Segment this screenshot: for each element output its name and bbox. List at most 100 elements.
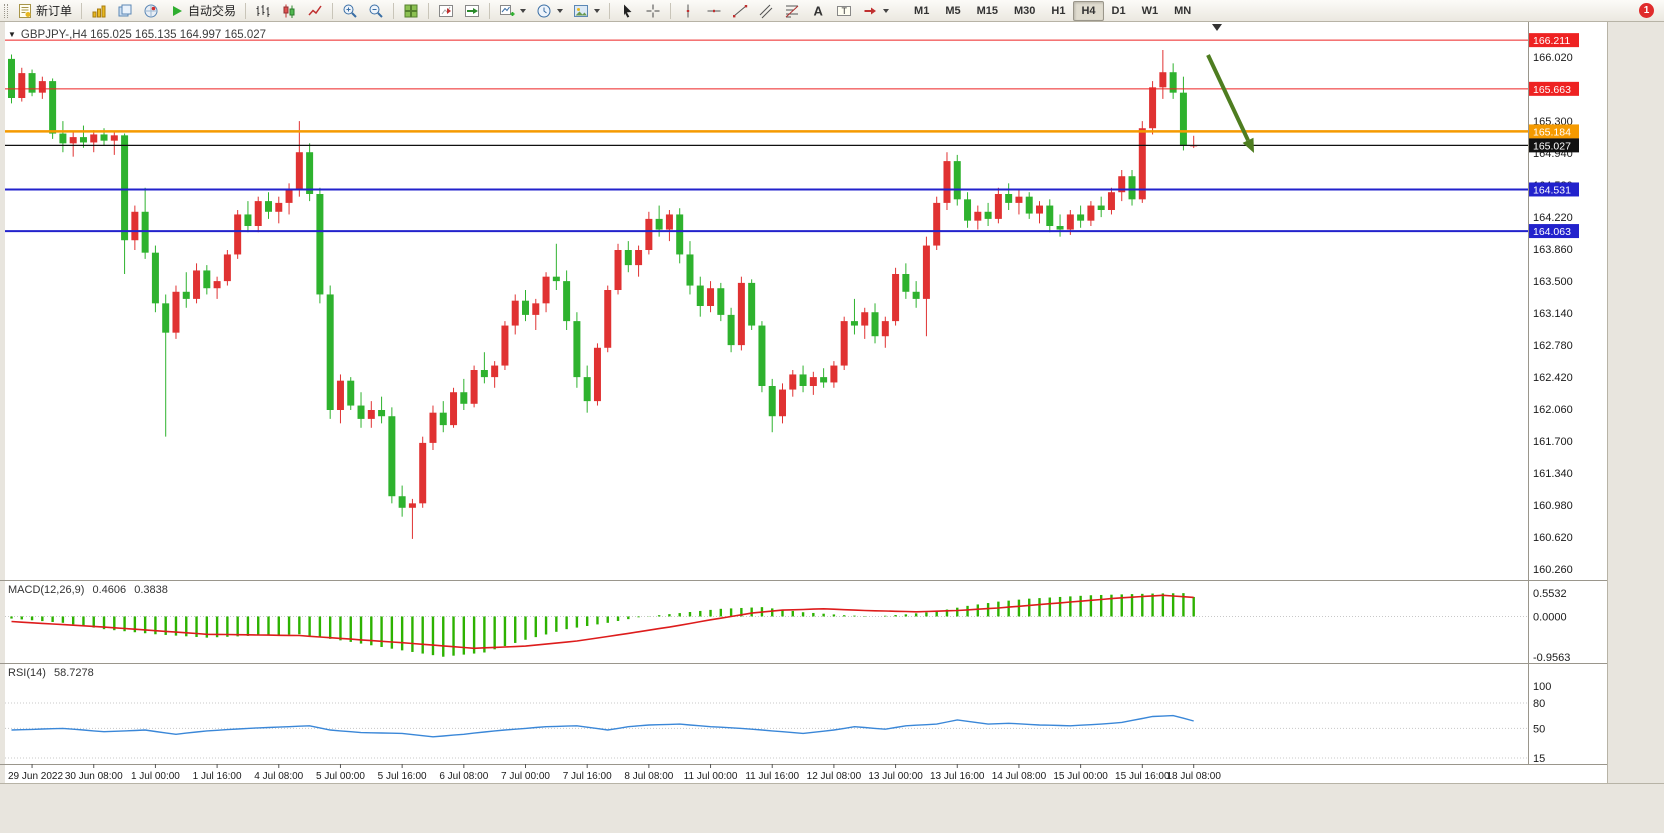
svg-text:13 Jul 00:00: 13 Jul 00:00 — [868, 771, 923, 782]
periods-clock-icon — [537, 4, 551, 17]
svg-text:7 Jul 00:00: 7 Jul 00:00 — [501, 771, 550, 782]
auto-scroll-button[interactable] — [460, 1, 484, 21]
timeframe-h4-button[interactable]: H4 — [1073, 0, 1104, 21]
periods-button[interactable] — [532, 1, 567, 21]
svg-text:163.140: 163.140 — [1533, 308, 1573, 320]
price-tag[interactable] — [1529, 124, 1579, 139]
horizontal-line-tool-button[interactable] — [702, 1, 726, 21]
svg-text:13 Jul 16:00: 13 Jul 16:00 — [930, 771, 985, 782]
toolbar-separator — [670, 2, 672, 19]
equidistant-channel-icon — [759, 4, 773, 18]
timeframe-m15-button[interactable]: M15 — [976, 4, 998, 17]
panel-frames — [0, 22, 1608, 783]
svg-text:162.060: 162.060 — [1533, 404, 1573, 416]
window-bottom-strip — [0, 783, 1664, 833]
svg-text:100: 100 — [1533, 681, 1551, 693]
navigator-button[interactable] — [139, 1, 163, 21]
price-tag[interactable] — [1529, 33, 1579, 48]
zoom-out-icon — [369, 4, 383, 18]
toolbar-grip[interactable] — [4, 3, 8, 18]
new-order-button[interactable]: 新订单 — [13, 1, 76, 21]
candles-layer — [8, 50, 1198, 539]
svg-text:0.0000: 0.0000 — [1533, 611, 1567, 623]
timeframe-m1-button[interactable]: M1 — [914, 4, 930, 17]
timeframe-h1-button[interactable]: H1 — [1051, 4, 1066, 17]
svg-text:0.5532: 0.5532 — [1533, 588, 1567, 600]
svg-text:6 Jul 08:00: 6 Jul 08:00 — [439, 771, 488, 782]
svg-text:80: 80 — [1533, 698, 1545, 710]
notification-badge[interactable]: 1 — [1639, 3, 1654, 18]
cursor-button[interactable] — [615, 1, 639, 21]
trend-arrow-annotation[interactable] — [1206, 54, 1254, 153]
text-label-tool-button[interactable]: T — [832, 1, 856, 21]
svg-text:15: 15 — [1533, 753, 1545, 765]
svg-text:163.500: 163.500 — [1533, 276, 1573, 288]
svg-text:160.260: 160.260 — [1533, 564, 1573, 576]
price-tag[interactable] — [1529, 138, 1579, 153]
toolbar-separator — [81, 2, 83, 19]
data-window-button[interactable] — [113, 1, 137, 21]
toolbar-separator — [245, 2, 247, 19]
candlestick-chart-button[interactable] — [277, 1, 301, 21]
toolbar-separator — [428, 2, 430, 19]
navigator-icon — [144, 4, 158, 17]
new-order-icon — [19, 3, 31, 18]
price-tag[interactable] — [1529, 182, 1579, 197]
vertical-line-tool-button[interactable] — [676, 1, 700, 21]
svg-text:161.340: 161.340 — [1533, 468, 1573, 480]
svg-text:50: 50 — [1533, 723, 1545, 735]
svg-text:4 Jul 08:00: 4 Jul 08:00 — [254, 771, 303, 782]
svg-text:11 Jul 00:00: 11 Jul 00:00 — [684, 771, 738, 782]
zoom-out-button[interactable] — [364, 1, 388, 21]
timeframe-buttons: M1 M5 M15 M30 H1 H4 D1 W1 MN — [906, 0, 1199, 21]
crosshair-button[interactable] — [641, 1, 665, 21]
line-chart-button[interactable] — [303, 1, 327, 21]
toolbar: 新订单 自动交易 — [0, 0, 1664, 22]
autotrade-button[interactable]: 自动交易 — [165, 1, 240, 21]
toolbar-separator — [393, 2, 395, 19]
new-chart-icon — [500, 4, 515, 16]
chart-shift-marker[interactable] — [1212, 24, 1222, 31]
svg-text:18 Jul 08:00: 18 Jul 08:00 — [1166, 771, 1221, 782]
svg-text:162.780: 162.780 — [1533, 340, 1573, 352]
tile-windows-button[interactable] — [399, 1, 423, 21]
chart-shift-button[interactable] — [434, 1, 458, 21]
fibonacci-tool-button[interactable] — [780, 1, 804, 21]
trendline-tool-button[interactable] — [728, 1, 752, 21]
text-tool-button[interactable]: A — [806, 1, 830, 21]
svg-text:5 Jul 16:00: 5 Jul 16:00 — [378, 771, 427, 782]
bar-chart-button[interactable] — [251, 1, 275, 21]
autotrade-play-icon — [173, 5, 183, 16]
templates-button[interactable] — [569, 1, 604, 21]
chevron-down-icon — [557, 8, 564, 13]
svg-text:166.020: 166.020 — [1533, 52, 1573, 64]
svg-text:166.211: 166.211 — [1533, 35, 1570, 47]
toolbar-separator — [489, 2, 491, 19]
price-tag[interactable] — [1529, 81, 1579, 96]
crosshair-icon — [646, 4, 660, 17]
price-tag[interactable] — [1529, 224, 1579, 239]
chevron-down-icon — [883, 8, 890, 13]
chevron-down-icon — [520, 8, 527, 13]
channel-tool-button[interactable] — [754, 1, 778, 21]
timeframe-mn-button[interactable]: MN — [1174, 4, 1192, 17]
market-watch-button[interactable] — [87, 1, 111, 21]
zoom-in-button[interactable] — [338, 1, 362, 21]
timeframe-w1-button[interactable]: W1 — [1141, 4, 1159, 17]
timeframe-m30-button[interactable]: M30 — [1014, 4, 1036, 17]
timeframe-m5-button[interactable]: M5 — [945, 4, 961, 17]
svg-text:15 Jul 00:00: 15 Jul 00:00 — [1053, 771, 1108, 782]
svg-text:30 Jun 08:00: 30 Jun 08:00 — [65, 771, 123, 782]
new-chart-button[interactable] — [495, 1, 530, 21]
arrows-tool-button[interactable] — [858, 1, 893, 21]
svg-text:160.980: 160.980 — [1533, 500, 1573, 512]
svg-text:163.860: 163.860 — [1533, 244, 1573, 256]
rsi-panel: 100 80 50 15 — [5, 681, 1551, 765]
bar-chart-icon — [256, 4, 270, 17]
toolbar-separator — [332, 2, 334, 19]
svg-text:7 Jul 16:00: 7 Jul 16:00 — [563, 771, 612, 782]
svg-text:14 Jul 08:00: 14 Jul 08:00 — [992, 771, 1047, 782]
chart-canvas: 166.020165.660165.300164.940164.580164.2… — [0, 22, 1664, 783]
line-chart-icon — [308, 5, 322, 15]
timeframe-d1-button[interactable]: D1 — [1111, 4, 1126, 17]
